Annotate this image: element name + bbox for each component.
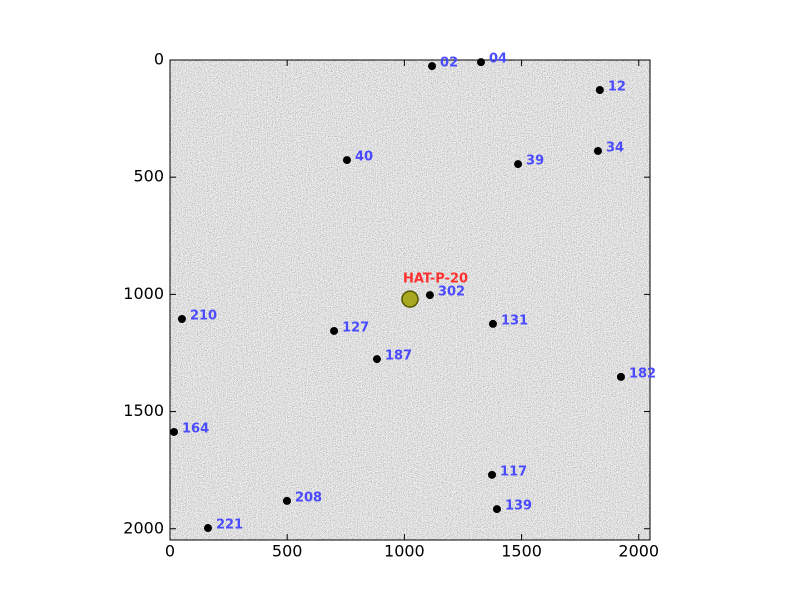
x-tick-label: 500 <box>272 542 303 561</box>
star-label: 182 <box>629 366 656 381</box>
star-label: 40 <box>355 150 373 165</box>
star <box>330 326 339 335</box>
target-label: HAT-P-20 <box>403 272 468 287</box>
y-tick-label: 1500 <box>123 401 164 420</box>
y-tick-label: 1000 <box>123 284 164 303</box>
star-label: 164 <box>182 421 209 436</box>
star-label: 12 <box>608 80 626 95</box>
star <box>203 524 212 533</box>
star-label: 127 <box>342 320 369 335</box>
star-label: 139 <box>505 499 532 514</box>
star-label: 131 <box>501 313 528 328</box>
star <box>593 146 602 155</box>
star <box>492 505 501 514</box>
star <box>177 314 186 323</box>
star <box>372 355 381 364</box>
star <box>488 470 497 479</box>
star-label: 302 <box>438 285 465 300</box>
target-star <box>401 290 419 308</box>
star <box>514 160 523 169</box>
plot-frame <box>169 59 651 541</box>
star <box>428 62 437 71</box>
y-tick-label: 500 <box>133 167 164 186</box>
star <box>342 156 351 165</box>
star <box>425 291 434 300</box>
y-tick-label: 2000 <box>123 518 164 537</box>
x-tick-label: 0 <box>165 542 175 561</box>
x-tick-label: 1000 <box>384 542 425 561</box>
star-label: 34 <box>606 140 624 155</box>
star-label: 02 <box>440 56 458 71</box>
star-label: 210 <box>190 308 217 323</box>
y-tick-label: 0 <box>154 50 164 69</box>
star-label: 187 <box>385 349 412 364</box>
star <box>477 58 486 67</box>
star-label: 39 <box>526 154 544 169</box>
star <box>169 427 178 436</box>
x-tick-label: 1500 <box>501 542 542 561</box>
star-label: 04 <box>489 52 507 67</box>
star <box>595 86 604 94</box>
star-label: 117 <box>500 464 527 479</box>
star-label: 208 <box>295 490 322 505</box>
star <box>282 496 291 505</box>
star <box>488 319 497 328</box>
star-label: 221 <box>216 518 243 533</box>
x-tick-label: 2000 <box>618 542 659 561</box>
star <box>616 372 625 381</box>
